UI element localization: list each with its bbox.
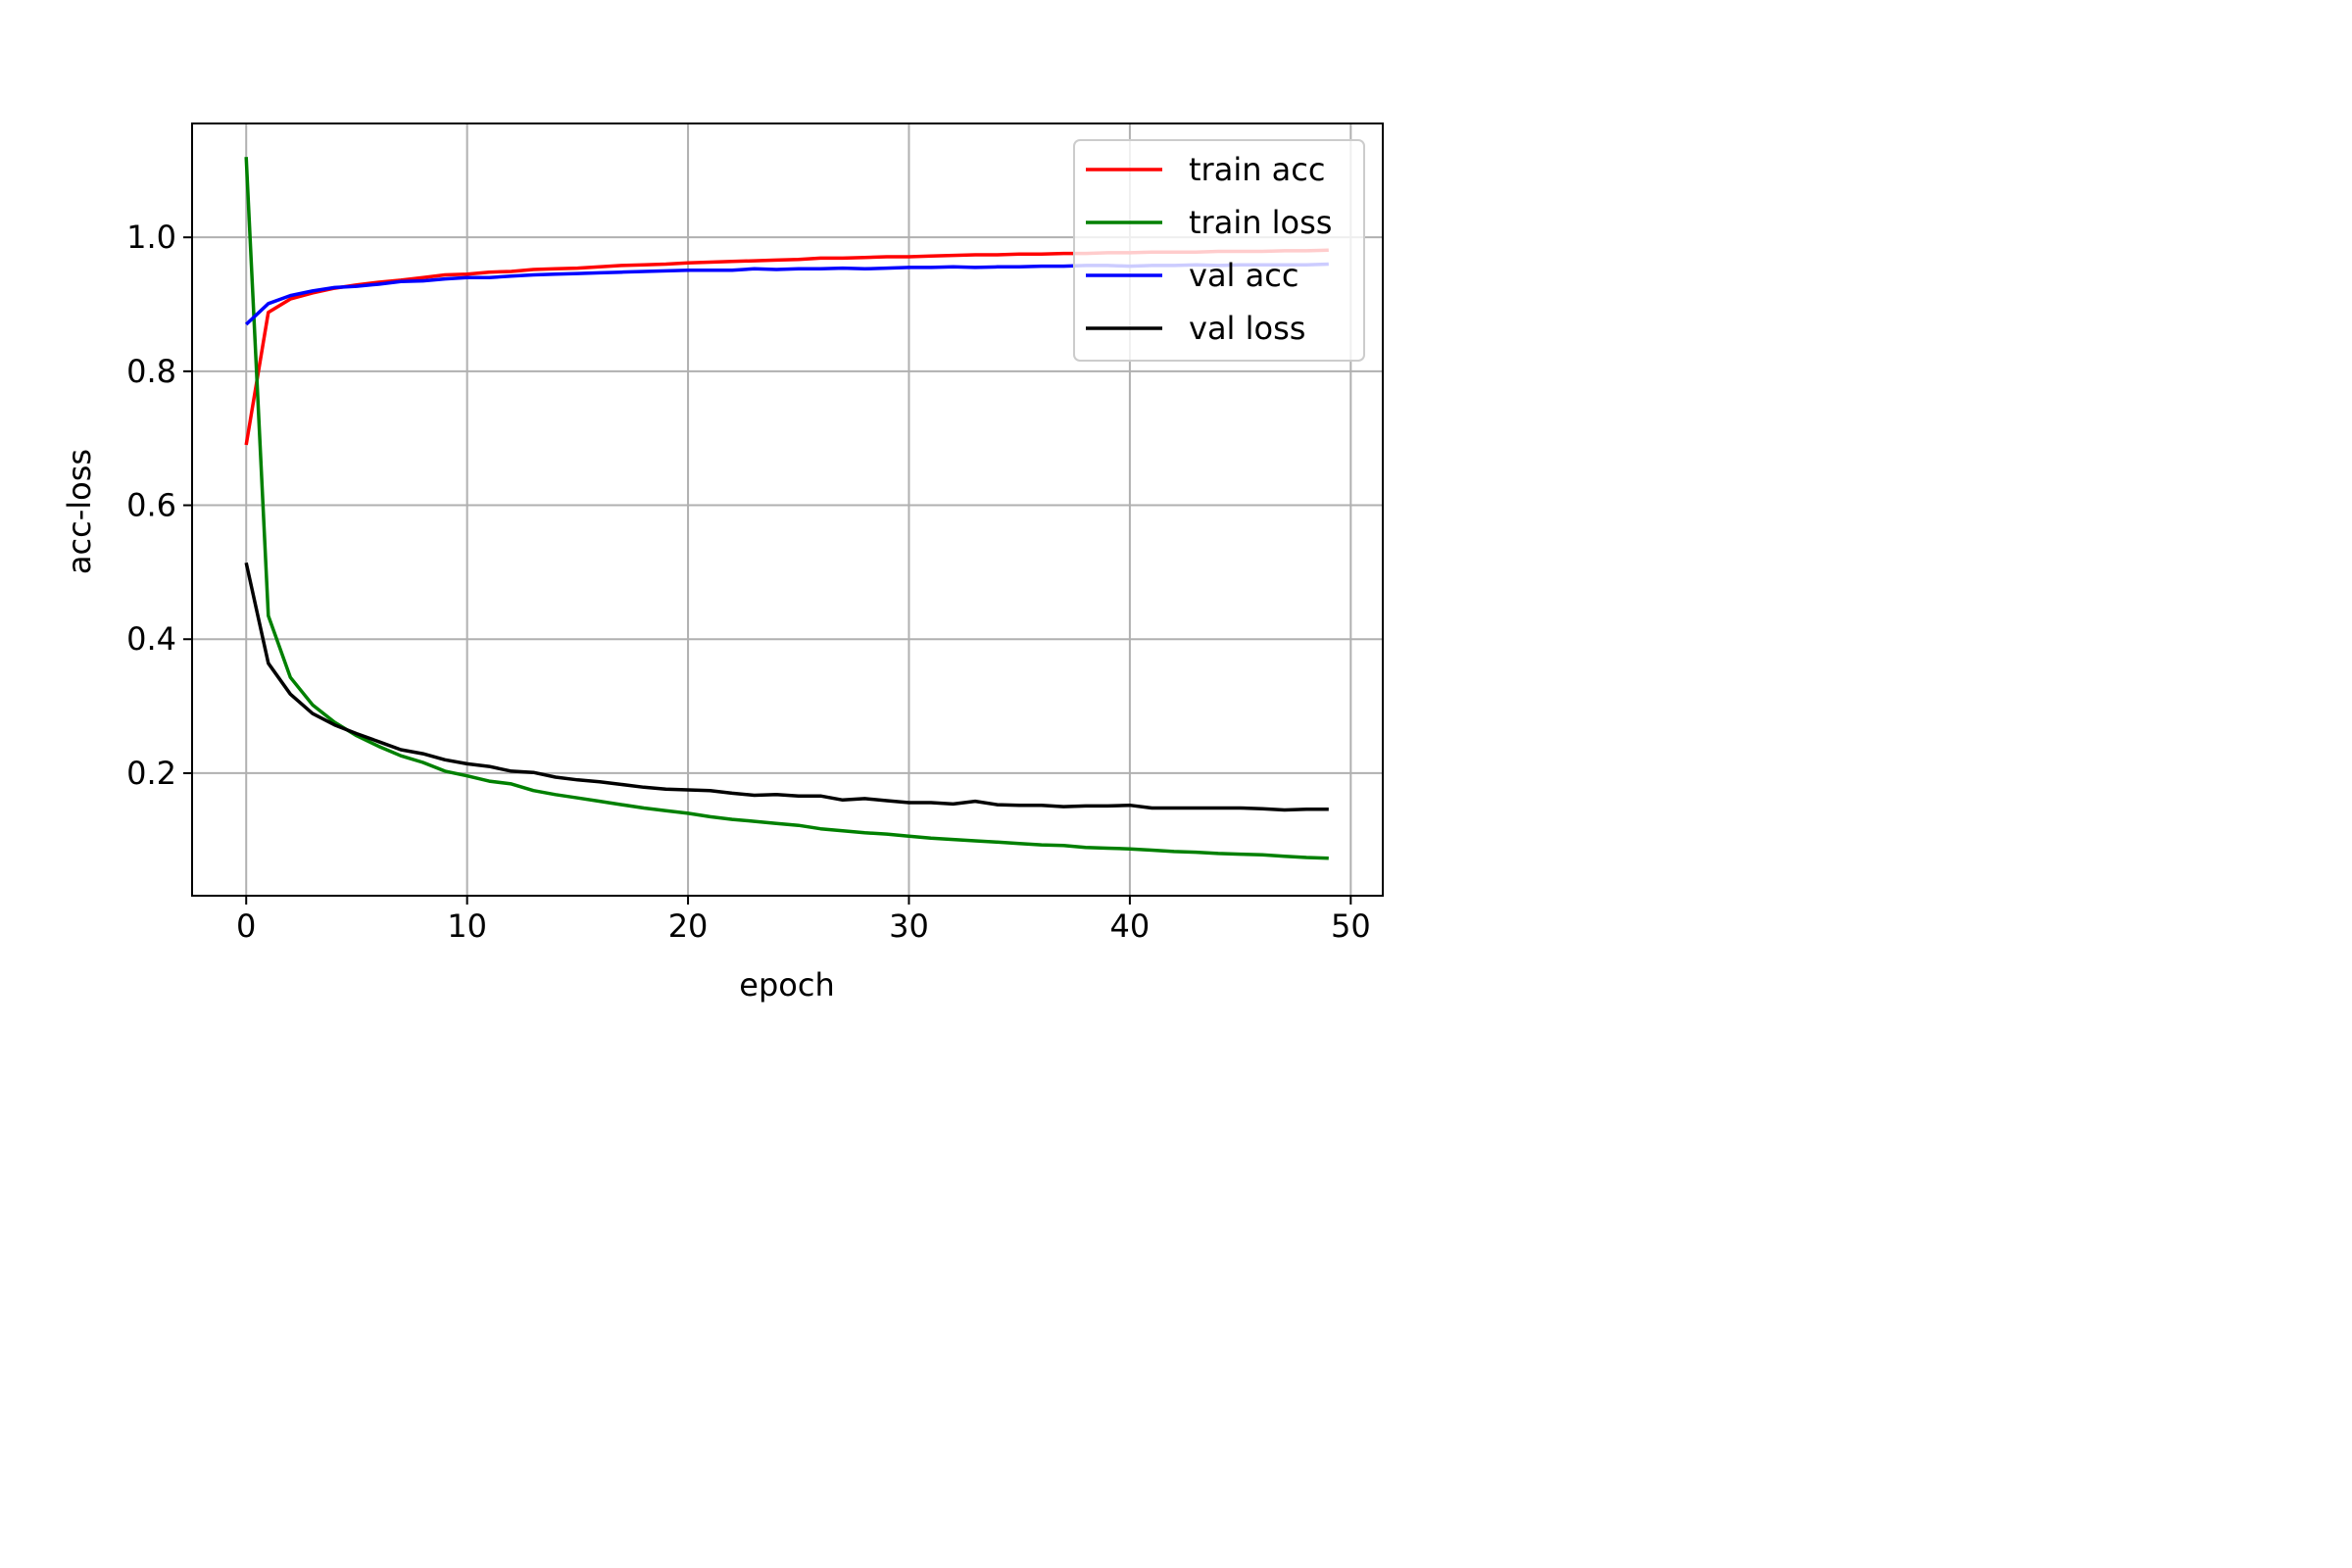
x-tick-label: 10 xyxy=(447,907,487,945)
series-line-val-loss xyxy=(244,562,1329,812)
chart: 0 10 20 30 40 50 0.2 0.4 0.6 0.8 1.0 epoch acc-lo… xyxy=(0,0,1515,1027)
series-line-train-loss xyxy=(244,157,1329,860)
x-tick-label: 0 xyxy=(236,907,256,945)
x-tick-label: 40 xyxy=(1110,907,1151,945)
legend: train acc train loss val acc val loss xyxy=(1073,139,1365,362)
y-tick-label: 0.6 xyxy=(126,487,176,524)
x-tick-label: 20 xyxy=(668,907,709,945)
legend-label-val-loss: val loss xyxy=(1189,310,1305,347)
y-tick-label: 0.4 xyxy=(126,620,176,658)
plot-frame xyxy=(191,122,1384,897)
y-axis: 0.2 0.4 0.6 0.8 1.0 xyxy=(126,219,192,792)
x-tick-label: 30 xyxy=(889,907,929,945)
y-axis-label: acc-loss xyxy=(61,449,98,574)
x-axis-label: epoch xyxy=(739,966,834,1004)
legend-label-val-acc: val acc xyxy=(1189,257,1298,294)
legend-label-train-acc: train acc xyxy=(1189,151,1325,188)
y-tick-label: 0.2 xyxy=(126,755,176,792)
x-tick-label: 50 xyxy=(1331,907,1371,945)
legend-label-train-loss: train loss xyxy=(1189,204,1332,241)
y-tick-label: 0.8 xyxy=(126,353,176,390)
x-axis: 0 10 20 30 40 50 xyxy=(236,896,1371,945)
y-tick-label: 1.0 xyxy=(126,219,176,256)
legend-box xyxy=(1073,139,1365,362)
